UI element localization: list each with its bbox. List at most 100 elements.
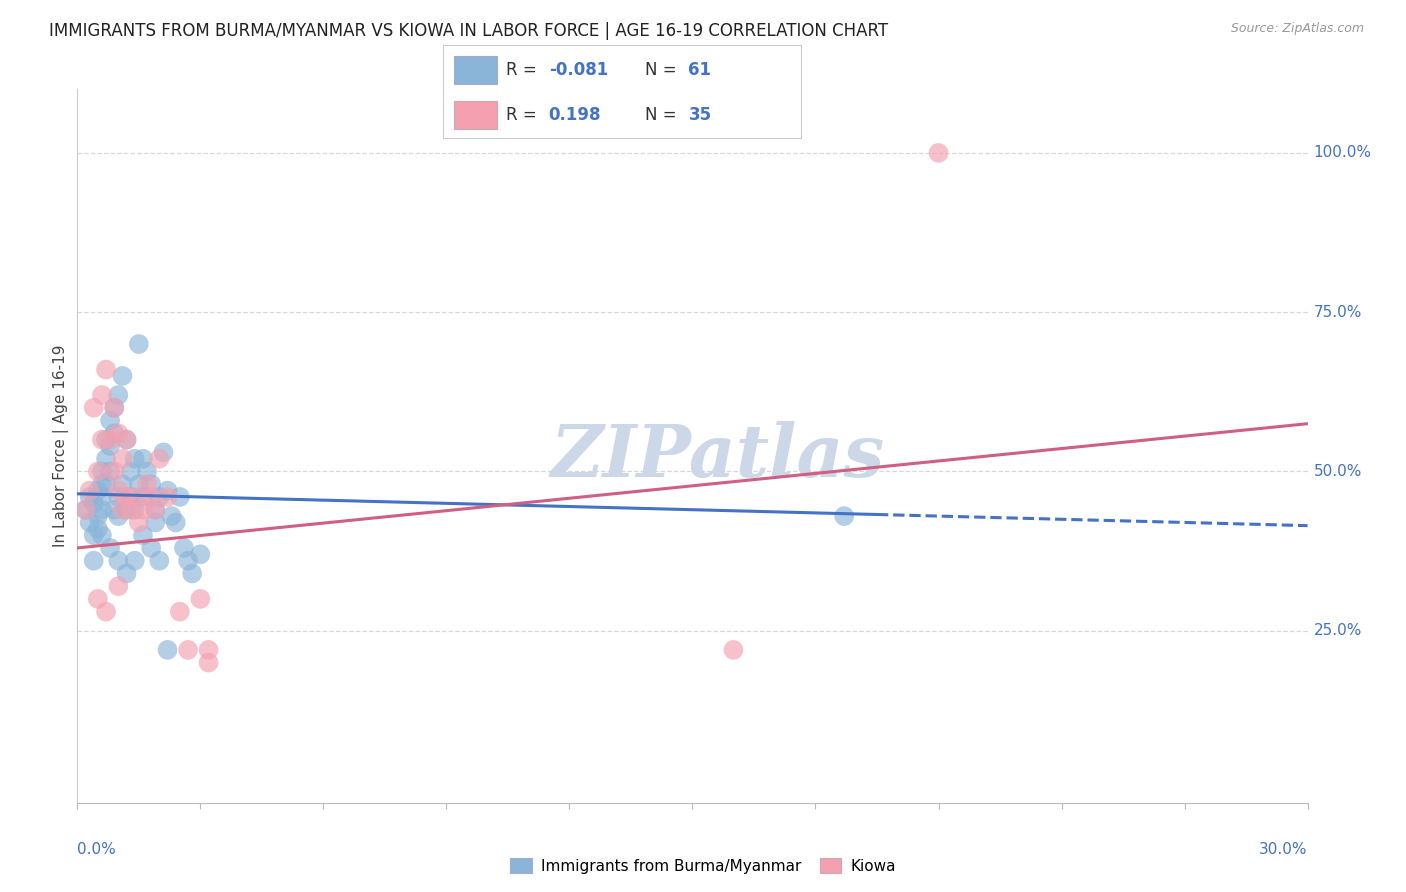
Point <box>107 426 129 441</box>
Point <box>723 643 745 657</box>
Point <box>120 490 142 504</box>
Point <box>103 401 125 415</box>
Point <box>83 496 105 510</box>
Legend: Immigrants from Burma/Myanmar, Kiowa: Immigrants from Burma/Myanmar, Kiowa <box>505 852 901 880</box>
Text: N =: N = <box>645 61 682 78</box>
Point <box>148 451 170 466</box>
Point <box>177 643 200 657</box>
Point <box>94 451 117 466</box>
Point <box>148 490 170 504</box>
Text: 61: 61 <box>689 61 711 78</box>
Point <box>115 566 138 581</box>
Point <box>173 541 195 555</box>
Point <box>136 465 159 479</box>
Point <box>124 502 146 516</box>
Point <box>148 554 170 568</box>
Text: 25.0%: 25.0% <box>1313 624 1362 639</box>
Point <box>132 490 155 504</box>
Point <box>177 554 200 568</box>
Point <box>94 362 117 376</box>
Point <box>160 509 183 524</box>
Point <box>156 490 179 504</box>
Point <box>103 401 125 415</box>
Point <box>152 445 174 459</box>
Point <box>136 477 159 491</box>
Point <box>107 509 129 524</box>
Point <box>94 477 117 491</box>
Point <box>87 509 110 524</box>
Point <box>128 337 150 351</box>
Point <box>83 528 105 542</box>
Point <box>115 502 138 516</box>
Point <box>124 490 146 504</box>
Point <box>132 502 155 516</box>
Point <box>141 541 163 555</box>
Point <box>103 426 125 441</box>
Text: 0.198: 0.198 <box>548 106 602 124</box>
Point <box>115 433 138 447</box>
Point <box>128 477 150 491</box>
Point <box>107 388 129 402</box>
Text: N =: N = <box>645 106 682 124</box>
Point <box>181 566 204 581</box>
Point <box>90 388 114 402</box>
Point <box>79 490 101 504</box>
Point <box>143 502 166 516</box>
Point <box>83 401 105 415</box>
Point <box>87 522 110 536</box>
Point <box>75 502 97 516</box>
Point <box>94 433 117 447</box>
Point <box>90 477 114 491</box>
Point <box>94 605 117 619</box>
Point <box>928 145 950 160</box>
Point <box>188 591 212 606</box>
Y-axis label: In Labor Force | Age 16-19: In Labor Force | Age 16-19 <box>53 344 69 548</box>
Text: 0.0%: 0.0% <box>77 842 117 857</box>
Point <box>124 451 146 466</box>
Point <box>107 554 129 568</box>
Point <box>141 490 163 504</box>
Text: Source: ZipAtlas.com: Source: ZipAtlas.com <box>1230 22 1364 36</box>
Point <box>98 433 121 447</box>
Point <box>90 465 114 479</box>
Point <box>98 541 121 555</box>
Point <box>103 502 125 516</box>
Point <box>98 465 121 479</box>
Point <box>132 528 155 542</box>
Text: 75.0%: 75.0% <box>1313 305 1362 319</box>
Point <box>90 528 114 542</box>
Point <box>197 643 219 657</box>
Point <box>79 483 101 498</box>
Point <box>90 502 114 516</box>
Point <box>156 483 179 498</box>
Point <box>169 490 191 504</box>
Point <box>111 451 134 466</box>
Point <box>143 502 166 516</box>
Text: 30.0%: 30.0% <box>1260 842 1308 857</box>
Text: IMMIGRANTS FROM BURMA/MYANMAR VS KIOWA IN LABOR FORCE | AGE 16-19 CORRELATION CH: IMMIGRANTS FROM BURMA/MYANMAR VS KIOWA I… <box>49 22 889 40</box>
Point <box>156 643 179 657</box>
Bar <box>454 101 496 129</box>
Point <box>87 483 110 498</box>
Point <box>75 502 97 516</box>
Point <box>120 465 142 479</box>
Point <box>98 439 121 453</box>
Point <box>87 591 110 606</box>
Point <box>87 465 110 479</box>
Point <box>103 465 125 479</box>
Text: -0.081: -0.081 <box>548 61 607 78</box>
Point <box>124 554 146 568</box>
Point <box>107 490 129 504</box>
Point <box>132 451 155 466</box>
Text: 35: 35 <box>689 106 711 124</box>
Point <box>141 477 163 491</box>
Point <box>120 502 142 516</box>
Point <box>111 368 134 383</box>
Text: 50.0%: 50.0% <box>1313 464 1362 479</box>
Text: 100.0%: 100.0% <box>1313 145 1372 161</box>
Point <box>115 433 138 447</box>
Point <box>79 516 101 530</box>
Point <box>169 605 191 619</box>
Text: R =: R = <box>506 61 541 78</box>
Point <box>128 516 150 530</box>
